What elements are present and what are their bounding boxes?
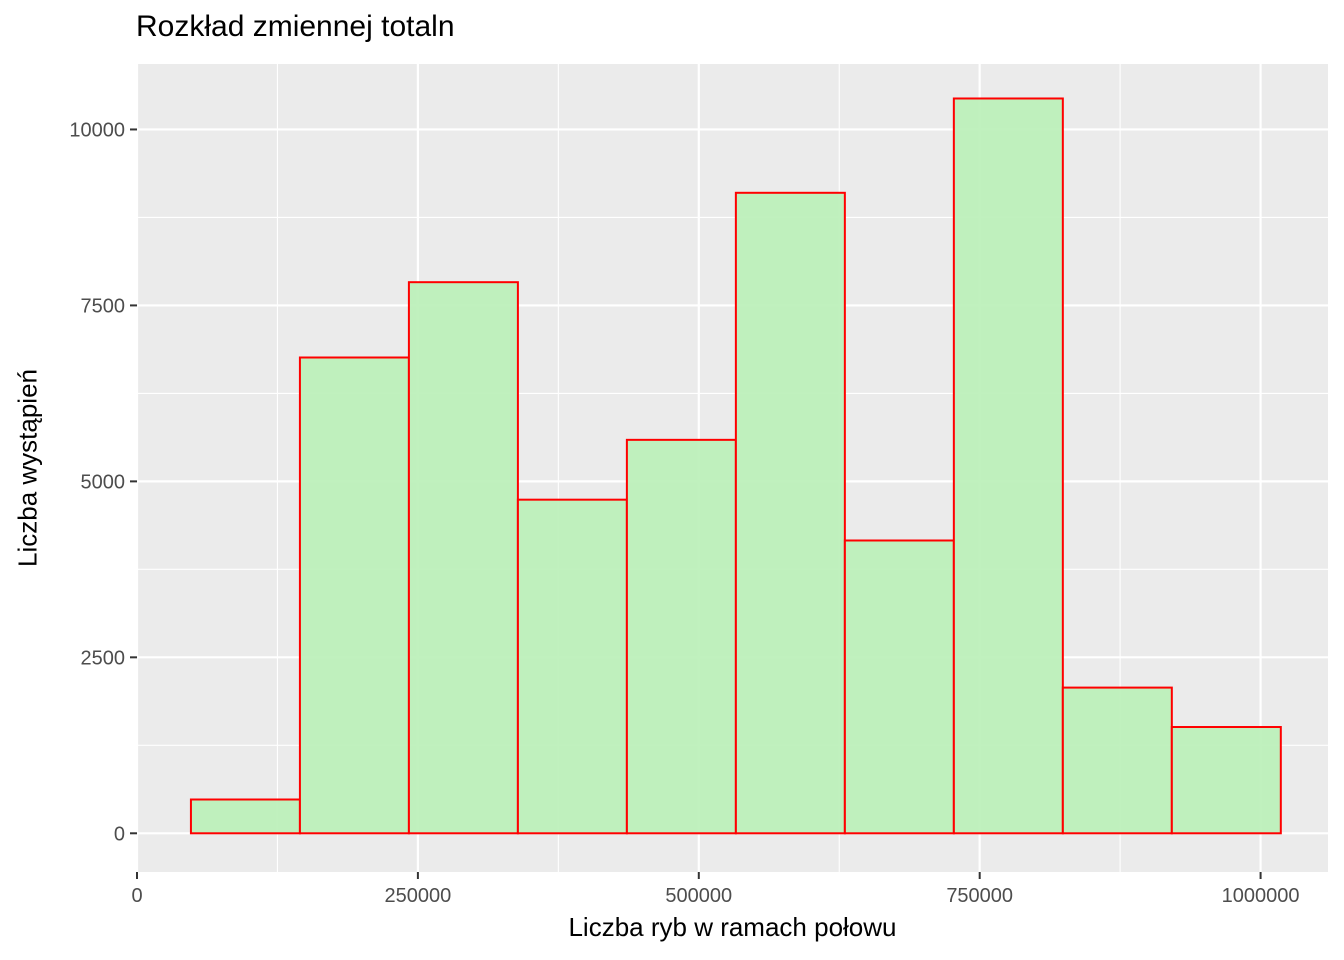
histogram-bar-7 bbox=[843, 539, 955, 835]
y-tick-label: 10000 bbox=[69, 119, 125, 141]
histogram-bar-10 bbox=[1170, 726, 1282, 835]
y-tick-label: 7500 bbox=[81, 295, 126, 317]
chart-title: Rozkład zmiennej totaln bbox=[136, 10, 455, 43]
histogram-bar-3 bbox=[407, 281, 519, 835]
histogram-bar-1 bbox=[189, 798, 301, 835]
histogram-bar-4 bbox=[516, 498, 628, 835]
x-tick-label: 500000 bbox=[665, 885, 732, 907]
x-tick-label: 1000000 bbox=[1222, 885, 1300, 907]
y-axis-title: Liczba wystąpień bbox=[12, 369, 43, 567]
histogram-bar-9 bbox=[1061, 686, 1173, 835]
histogram-bar-2 bbox=[298, 356, 410, 835]
y-tick-label: 5000 bbox=[81, 471, 126, 493]
x-tick-label: 0 bbox=[131, 885, 142, 907]
y-tick-label: 0 bbox=[114, 823, 125, 845]
histogram-bar-8 bbox=[952, 97, 1064, 835]
histogram-bars bbox=[189, 97, 1282, 835]
x-axis: 0 250000 500000 750000 1000000 bbox=[131, 872, 1300, 907]
y-axis: 0 2500 5000 7500 10000 bbox=[69, 119, 137, 845]
x-tick-label: 750000 bbox=[946, 885, 1013, 907]
x-axis-title: Liczba ryb w ramach połowu bbox=[568, 912, 897, 942]
x-tick-label: 250000 bbox=[385, 885, 452, 907]
y-tick-label: 2500 bbox=[81, 647, 126, 669]
histogram-bar-5 bbox=[625, 438, 737, 835]
histogram-bar-6 bbox=[734, 191, 846, 835]
